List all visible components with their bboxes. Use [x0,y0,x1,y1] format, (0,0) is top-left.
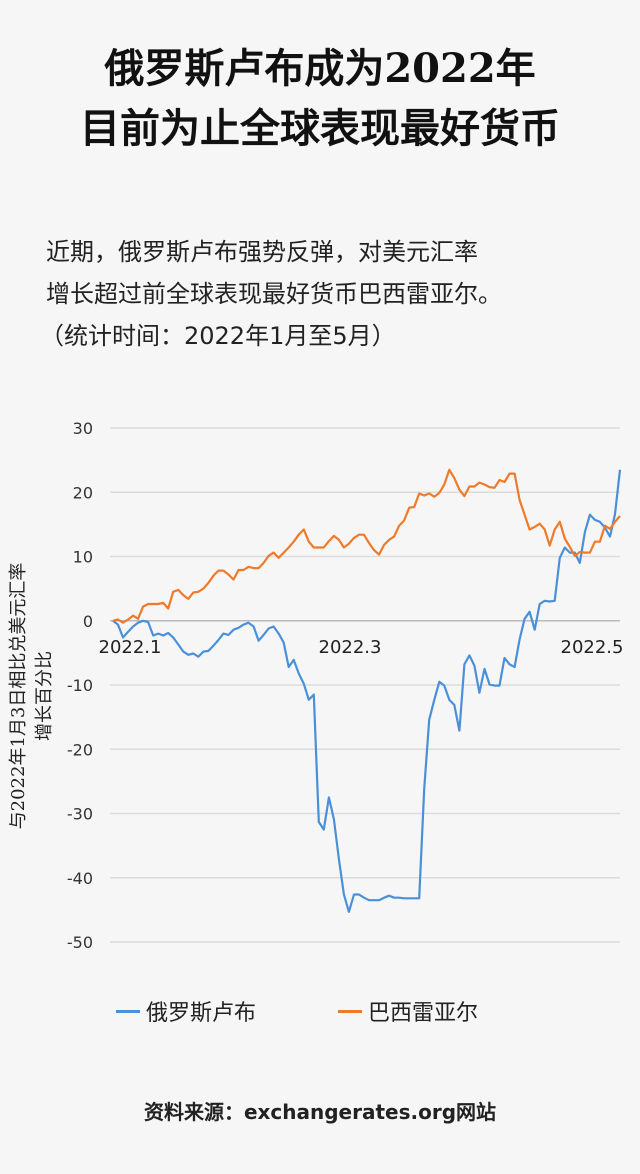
x-tick-label: 2022.3 [319,637,382,658]
y-tick-label: 0 [83,612,93,631]
source-note: 资料来源：exchangerates.org网站 [143,1100,497,1124]
y-tick-label: -30 [67,805,93,824]
title-line-1: 俄罗斯卢布成为2022年 [104,45,536,92]
legend-item-brl: 巴西雷亚尔 [338,995,478,1027]
legend-label-rub: 俄罗斯卢布 [146,1001,257,1026]
legend-label-brl: 巴西雷亚尔 [368,1001,479,1026]
y-tick-label: 30 [73,419,93,438]
legend-item-rub: 俄罗斯卢布 [116,995,256,1027]
subtitle-line-1: 近期，俄罗斯卢布强势反弹，对美元汇率 [46,238,478,266]
series-line-rub [112,469,622,913]
legend-swatch-rub [116,1009,140,1013]
x-tick-label: 2022.1 [99,637,162,658]
legend-swatch-brl [338,1009,362,1013]
y-tick-label: -20 [67,740,93,759]
series-line-brl [112,468,621,624]
y-tick-label: 10 [73,548,93,567]
y-tick-label: -40 [67,869,93,888]
subtitle-line-2: 增长超过前全球表现最好货币巴西雷亚尔。 [46,280,502,308]
line-chart: 30 20 10 0 -10 -20 -30 -40 -50 2022.1 2022.3 2022.5 [67,419,624,952]
x-tick-label: 2022.5 [561,637,624,658]
title-line-2: 目前为止全球表现最好货币 [80,105,560,152]
subtitle-line-3: （统计时间：2022年1月至5月） [40,322,396,350]
y-tick-label: -50 [67,933,93,952]
y-tick-label: -10 [67,676,93,695]
y-tick-label: 20 [73,483,93,502]
